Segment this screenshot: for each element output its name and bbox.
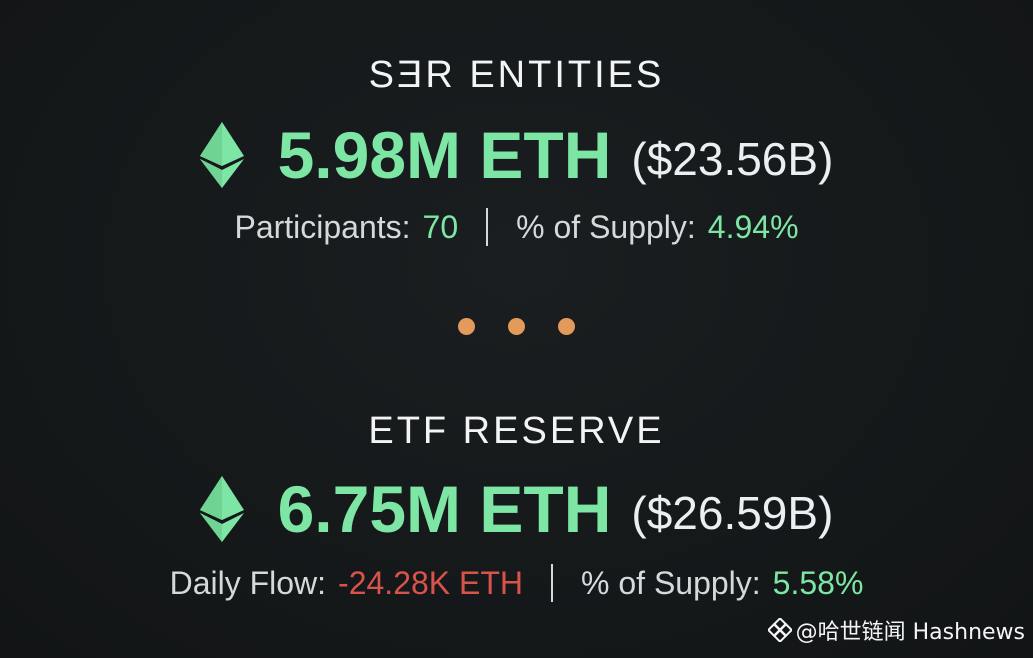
daily-flow-value: -24.28K ETH (338, 564, 524, 601)
section-title-etf-reserve: ETF RESERVE (368, 410, 665, 452)
ser-entities-eth-amount: 5.98M ETH (277, 118, 612, 192)
etf-reserve-stats-row: Daily Flow: -24.28K ETH % of Supply: 5.5… (0, 560, 1033, 606)
supply-label: % of Supply: (516, 208, 696, 245)
watermark: @哈世链闻 Hashnews (767, 614, 1025, 646)
etf-reserve-eth-amount: 6.75M ETH (277, 472, 612, 546)
stats-divider (486, 208, 489, 246)
ser-entities-amount-row: 5.98M ETH ($23.56B) (0, 112, 1033, 198)
etf-reserve-usd-value: ($26.59B) (631, 487, 834, 539)
ser-entities-stats-row: Participants: 70 % of Supply: 4.94% (0, 204, 1033, 250)
supply-value: 4.94% (707, 208, 799, 245)
stats-divider (551, 564, 554, 602)
supply-label: % of Supply: (581, 564, 761, 601)
eth-icon (199, 476, 244, 542)
dot (558, 318, 575, 335)
binance-square-logo-icon (767, 618, 792, 642)
dot (508, 318, 525, 335)
watermark-text: @哈世链闻 Hashnews (795, 620, 1025, 645)
ser-entities-usd-value: ($23.56B) (631, 133, 834, 185)
participants-value: 70 (422, 208, 459, 245)
participants-label: Participants: (234, 208, 411, 245)
etf-reserve-amount-row: 6.75M ETH ($26.59B) (0, 466, 1033, 552)
daily-flow-label: Daily Flow: (169, 564, 327, 601)
ellipsis-separator (0, 318, 1033, 335)
dot (458, 318, 475, 335)
eth-icon (199, 122, 244, 188)
supply-value: 5.58% (772, 564, 864, 601)
section-title-ser-entities: SƎR ENTITIES (368, 54, 665, 96)
